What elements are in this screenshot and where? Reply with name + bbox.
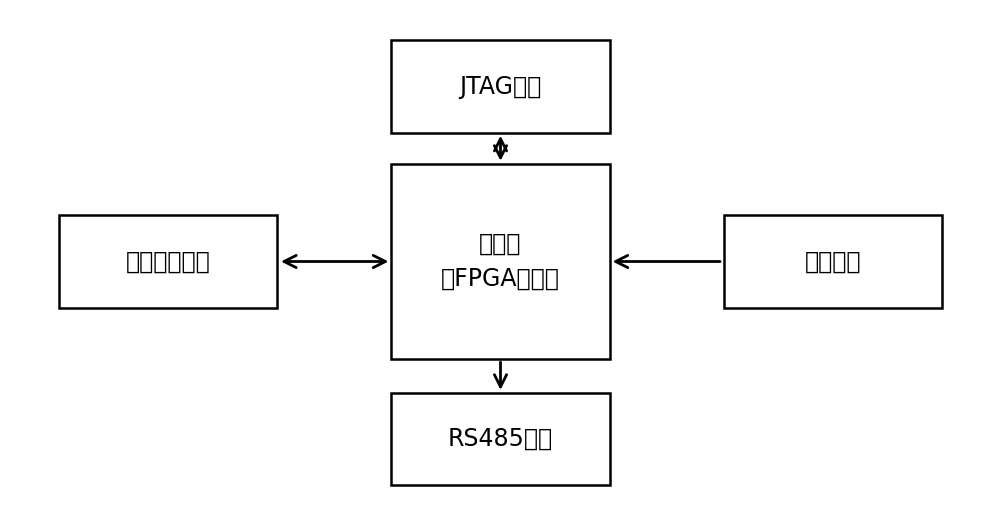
Text: 无线射频模块: 无线射频模块 (125, 249, 210, 274)
Bar (724, 215, 942, 308)
Text: 电源模块: 电源模块 (805, 249, 861, 274)
Bar (391, 393, 610, 485)
Bar (59, 215, 277, 308)
Bar (391, 164, 610, 359)
Text: RS485串口: RS485串口 (447, 427, 554, 451)
Text: JTAG模块: JTAG模块 (459, 74, 542, 98)
Text: 单片机
（FPGA）系统: 单片机 （FPGA）系统 (441, 232, 560, 291)
Bar (391, 40, 610, 133)
